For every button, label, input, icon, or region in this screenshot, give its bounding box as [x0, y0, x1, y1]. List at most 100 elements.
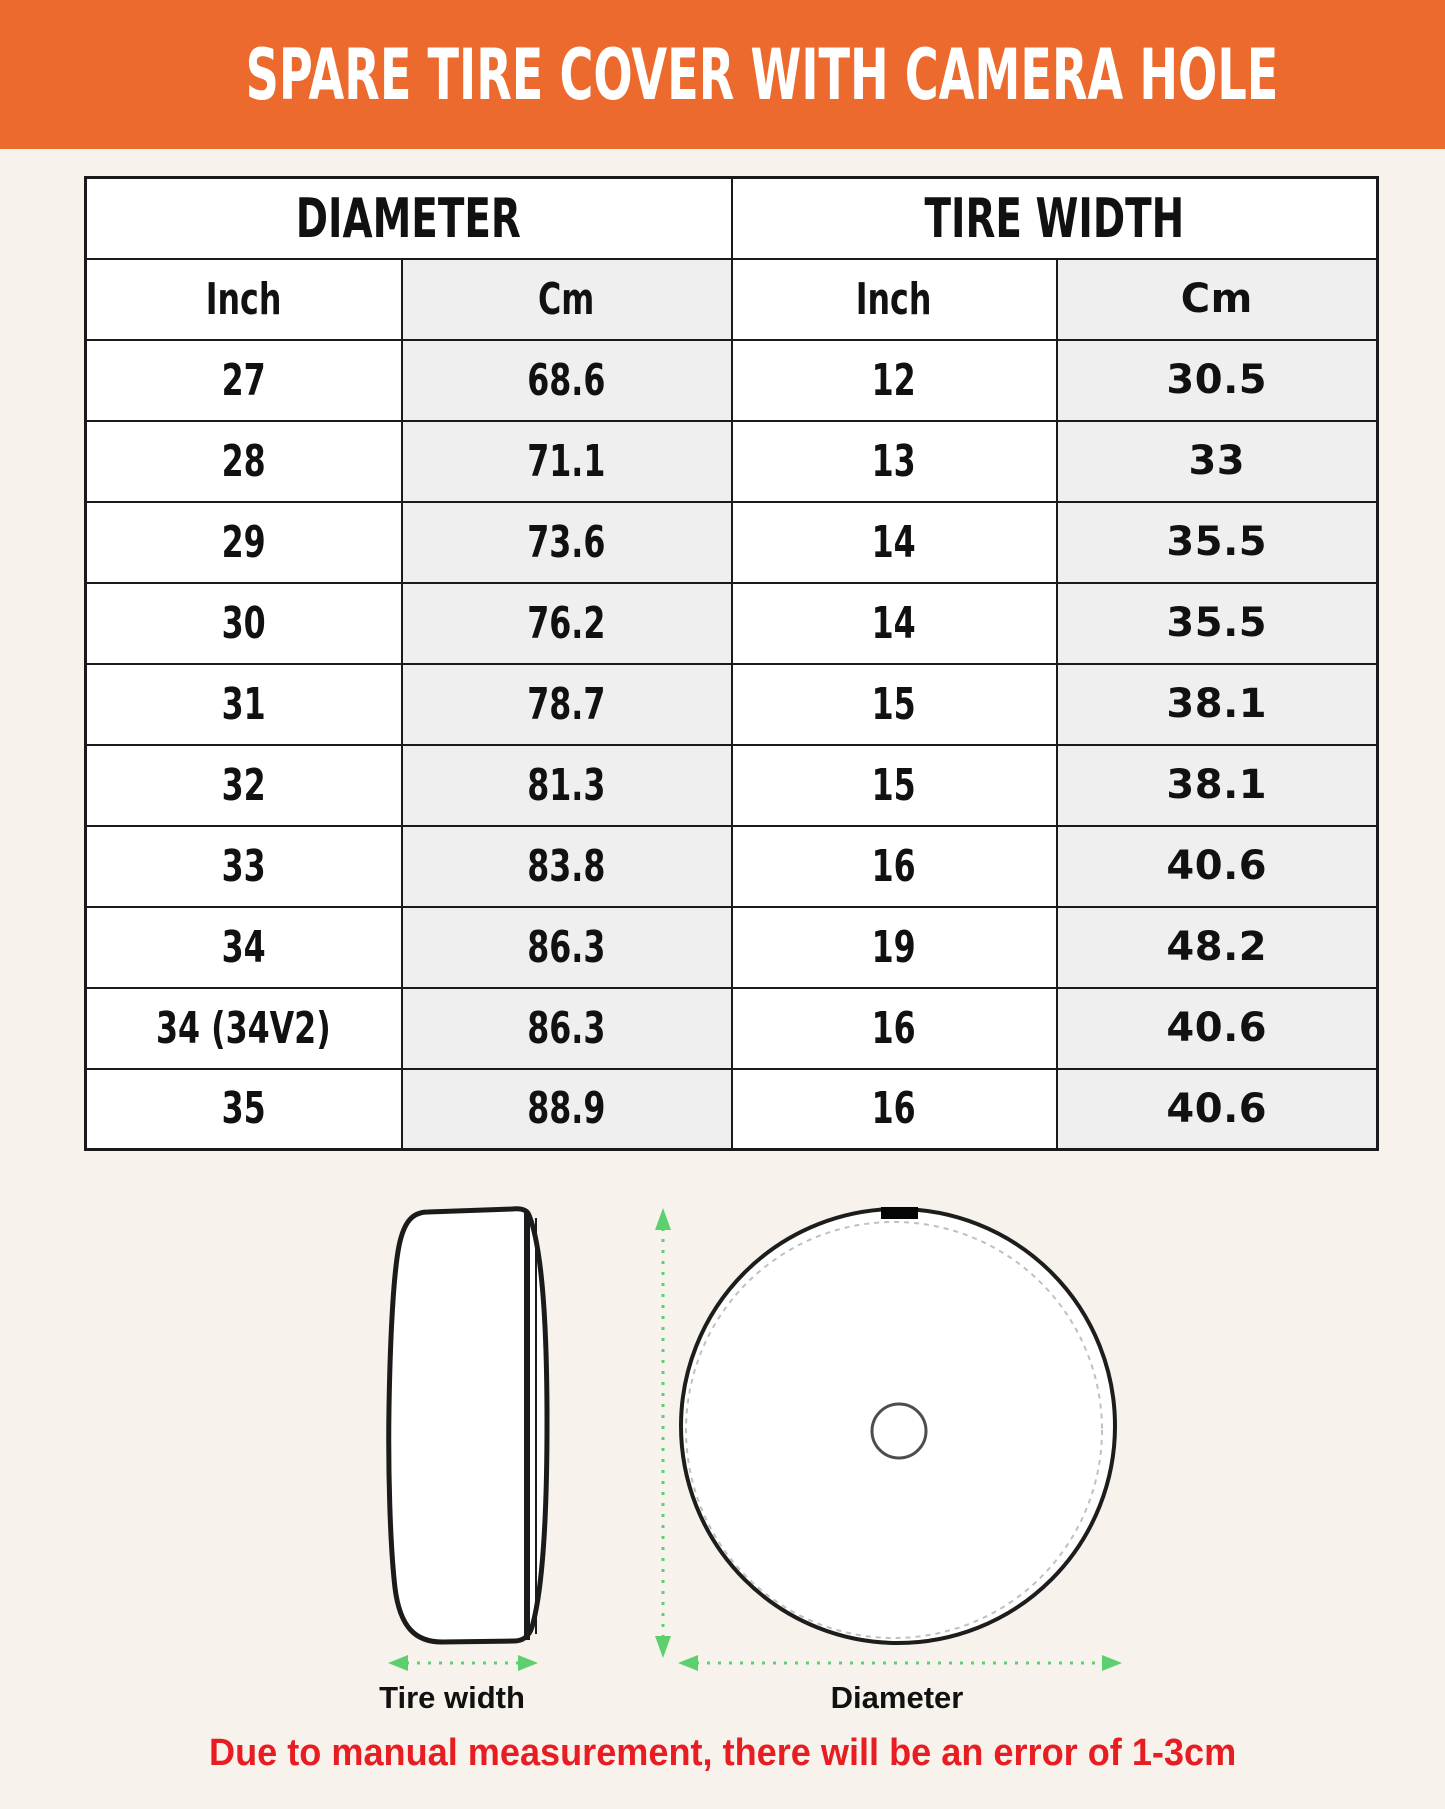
table-cell: 88.9 — [400, 1067, 733, 1151]
table-cell: 48.2 — [1055, 905, 1379, 989]
cell-value: 16 — [871, 840, 917, 892]
table-cell: 86.3 — [400, 905, 733, 989]
table-cell: 38.1 — [1055, 743, 1379, 827]
tire-side-view — [386, 1206, 550, 1645]
cell-value: 35.5 — [1166, 519, 1268, 565]
tire-front-view — [679, 1207, 1117, 1645]
table-cell: 15 — [730, 743, 1058, 827]
column-header-label: Inch — [856, 273, 932, 325]
table-cell: 40.6 — [1055, 986, 1379, 1070]
cell-value: 16 — [871, 1002, 917, 1054]
cell-value: 81.3 — [527, 759, 606, 811]
table-row: 34 (34V2) 86.3 16 40.6 — [84, 986, 1379, 1070]
cell-value: 38.1 — [1166, 762, 1268, 808]
tire-width-label: Tire width — [379, 1680, 525, 1715]
disclaimer-label: Due to manual measurement, there will be… — [208, 1732, 1237, 1774]
table-row: 32 81.3 15 38.1 — [84, 743, 1379, 827]
table-row: 28 71.1 13 33 — [84, 419, 1379, 503]
cell-value: 30.5 — [1166, 357, 1268, 403]
table-cell: 40.6 — [1055, 1067, 1379, 1151]
table-cell: 16 — [730, 1067, 1058, 1151]
cell-value: 40.6 — [1166, 1085, 1268, 1132]
cell-value: 40.6 — [1166, 1005, 1268, 1051]
table-cell: 29 — [84, 500, 403, 584]
column-header-cm-diameter: Cm — [400, 257, 733, 341]
table-cell: 30.5 — [1055, 338, 1379, 422]
table-cell: 83.8 — [400, 824, 733, 908]
table-cell: 35.5 — [1055, 500, 1379, 584]
table-cell: 76.2 — [400, 581, 733, 665]
table-row: 30 76.2 14 35.5 — [84, 581, 1379, 665]
table-row: 29 73.6 14 35.5 — [84, 500, 1379, 584]
table-cell: 35.5 — [1055, 581, 1379, 665]
column-header-inch-width: Inch — [730, 257, 1058, 341]
table-row: 33 83.8 16 40.6 — [84, 824, 1379, 908]
table-cell: 86.3 — [400, 986, 733, 1070]
page-title: SPARE TIRE COVER WITH CAMERA HOLE — [245, 33, 1279, 116]
table-cell: 19 — [730, 905, 1058, 989]
diameter-label: Diameter — [831, 1680, 964, 1715]
valve-notch — [881, 1207, 918, 1219]
cell-value: 33 — [1188, 438, 1246, 484]
cell-value: 14 — [871, 516, 917, 568]
cell-value: 88.9 — [527, 1083, 606, 1135]
table-cell: 32 — [84, 743, 403, 827]
cell-value: 68.6 — [527, 354, 606, 406]
cell-value: 16 — [871, 1083, 917, 1135]
cell-value: 48.2 — [1166, 924, 1268, 970]
table-cell: 38.1 — [1055, 662, 1379, 746]
table-cell: 71.1 — [400, 419, 733, 503]
table-cell: 13 — [730, 419, 1058, 503]
table-cell: 27 — [84, 338, 403, 422]
group-header-label: TIRE WIDTH — [924, 186, 1185, 250]
cell-value: 35 — [221, 1083, 266, 1135]
cell-value: 73.6 — [527, 516, 606, 568]
table-cell: 33 — [1055, 419, 1379, 503]
tire-side-outline — [386, 1206, 550, 1645]
table-cell: 15 — [730, 662, 1058, 746]
cell-value: 19 — [871, 921, 917, 973]
cell-value: 86.3 — [527, 921, 606, 973]
diameter-group-header: DIAMETER — [84, 176, 733, 260]
cell-value: 83.8 — [527, 840, 606, 892]
table-cell: 28 — [84, 419, 403, 503]
group-header-label: DIAMETER — [296, 186, 522, 250]
table-cell: 31 — [84, 662, 403, 746]
size-table-body: 27 68.6 12 30.5 28 71.1 13 33 29 73.6 14 35.5 30 76.2… — [84, 338, 1379, 1151]
cell-value: 34 (34V2) — [156, 1002, 332, 1054]
column-header-label: Cm — [1180, 276, 1253, 322]
table-row: 34 86.3 19 48.2 — [84, 905, 1379, 989]
disclaimer-text: Due to manual measurement, there will be… — [0, 1732, 1445, 1775]
cell-value: 86.3 — [527, 1002, 606, 1054]
tire-inner-dashed-circle — [685, 1221, 1103, 1639]
cell-value: 34 — [221, 921, 266, 973]
size-table: DIAMETER TIRE WIDTH Inch Cm Inch Cm — [84, 176, 1380, 1151]
cell-value: 28 — [221, 435, 266, 487]
cell-value: 76.2 — [527, 597, 606, 649]
table-cell: 33 — [84, 824, 403, 908]
table-cell: 34 — [84, 905, 403, 989]
cell-value: 29 — [221, 516, 266, 568]
cell-value: 33 — [221, 840, 266, 892]
column-header-label: Inch — [205, 273, 282, 325]
cell-value: 27 — [221, 354, 266, 406]
cell-value: 15 — [871, 759, 917, 811]
group-header-row: DIAMETER TIRE WIDTH — [84, 176, 1379, 260]
column-header-row: Inch Cm Inch Cm — [84, 257, 1379, 341]
table-cell: 16 — [730, 824, 1058, 908]
cell-value: 38.1 — [1166, 681, 1268, 727]
table-cell: 34 (34V2) — [84, 986, 403, 1070]
cell-value: 14 — [871, 597, 917, 649]
cell-value: 15 — [871, 678, 917, 730]
table-cell: 30 — [84, 581, 403, 665]
table-cell: 81.3 — [400, 743, 733, 827]
table-cell: 68.6 — [400, 338, 733, 422]
cell-value: 35.5 — [1166, 600, 1268, 646]
table-cell: 14 — [730, 581, 1058, 665]
header-banner: SPARE TIRE COVER WITH CAMERA HOLE — [0, 0, 1445, 149]
tire-width-arrow — [388, 1655, 538, 1671]
cell-value: 13 — [871, 435, 917, 487]
table-cell: 12 — [730, 338, 1058, 422]
cell-value: 30 — [221, 597, 266, 649]
diameter-arrow — [678, 1655, 1122, 1671]
